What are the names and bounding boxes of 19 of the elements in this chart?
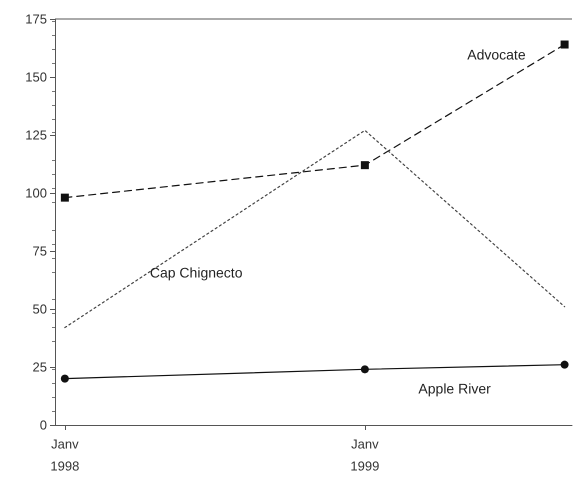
x-tick-label: Janv 1998: [50, 436, 80, 474]
point: [60, 374, 69, 383]
y-tick-label: 150: [25, 70, 47, 84]
series-label: Advocate: [467, 46, 526, 63]
point: [360, 161, 369, 170]
y-tick-label: 75: [32, 244, 47, 258]
point: [560, 40, 569, 49]
y-tick-label: 175: [25, 12, 47, 26]
y-tick-label: 100: [25, 186, 47, 200]
series-label: Apple River: [418, 380, 492, 397]
point: [360, 365, 369, 374]
x-tick-label: Janv 1999: [350, 436, 380, 474]
y-tick-label: 125: [25, 128, 47, 142]
series-label: Cap Chignecto: [150, 264, 243, 281]
point: [560, 360, 569, 369]
y-tick-label: 0: [40, 418, 47, 432]
y-tick-label: 25: [32, 360, 47, 374]
y-tick-label: 50: [32, 302, 47, 316]
point: [60, 194, 69, 202]
